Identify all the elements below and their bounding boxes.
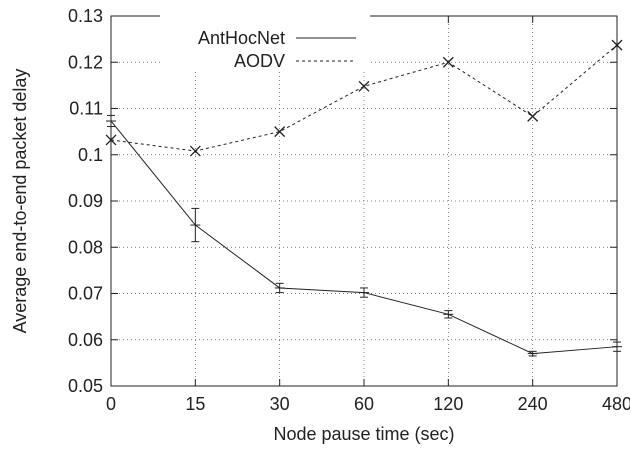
- data-point-aodv: [189, 145, 201, 157]
- x-marker-stroke: [358, 80, 370, 92]
- data-point-anthocnet: [106, 114, 116, 128]
- x-tick-label: 240: [518, 394, 548, 414]
- data-point-anthocnet: [612, 341, 622, 352]
- data-point-aodv: [358, 80, 370, 92]
- x-axis: 0 15 30 60 120 240 480: [106, 16, 630, 414]
- y-tick-label: 0.12: [68, 52, 103, 72]
- data-point-anthocnet: [274, 282, 285, 294]
- series-line-anthocnet: [110, 120, 618, 355]
- y-tick-label: 0.05: [68, 376, 103, 396]
- y-tick-label: 0.08: [68, 237, 103, 257]
- y-axis-title: Average end-to-end packet delay: [10, 69, 30, 334]
- x-tick-label: 60: [354, 394, 374, 414]
- data-point-anthocnet: [190, 207, 201, 243]
- legend-label-aodv: AODV: [234, 51, 285, 71]
- x-axis-title: Node pause time (sec): [273, 424, 454, 444]
- x-marker-stroke: [527, 110, 539, 122]
- y-tick-label: 0.11: [69, 99, 103, 119]
- x-marker-stroke: [274, 126, 286, 138]
- data-point-aodv: [611, 39, 623, 51]
- legend: AntHocNet AODV: [160, 12, 370, 71]
- legend-background: [160, 12, 370, 70]
- y-tick-label: 0.06: [68, 330, 103, 350]
- legend-label-anthocnet: AntHocNet: [198, 28, 285, 48]
- x-tick-label: 120: [433, 394, 463, 414]
- data-point-anthocnet: [359, 287, 369, 298]
- data-point-anthocnet: [527, 350, 538, 357]
- x-tick-label: 0: [106, 394, 116, 414]
- series-layer: [105, 39, 623, 357]
- x-tick-label: 15: [185, 394, 205, 414]
- x-tick-label: 480: [602, 394, 630, 414]
- y-tick-label: 0.09: [68, 191, 103, 211]
- x-marker-stroke: [189, 145, 201, 157]
- data-point-aodv: [274, 126, 286, 138]
- grid-lines: [111, 16, 617, 386]
- x-tick-label: 30: [270, 394, 290, 414]
- y-tick-label: 0.1: [78, 145, 103, 165]
- data-point-aodv: [105, 134, 117, 146]
- y-tick-label: 0.13: [68, 6, 103, 26]
- x-marker-stroke: [611, 39, 623, 51]
- data-point-aodv: [527, 110, 539, 122]
- data-point-aodv: [442, 56, 454, 68]
- x-marker-stroke: [105, 134, 117, 146]
- x-marker-stroke: [442, 56, 454, 68]
- y-tick-label: 0.07: [68, 284, 103, 304]
- data-point-anthocnet: [443, 310, 454, 319]
- y-axis: 0.05 0.06 0.07 0.08 0.09 0.1 0.11 0.12 0.13: [68, 6, 617, 396]
